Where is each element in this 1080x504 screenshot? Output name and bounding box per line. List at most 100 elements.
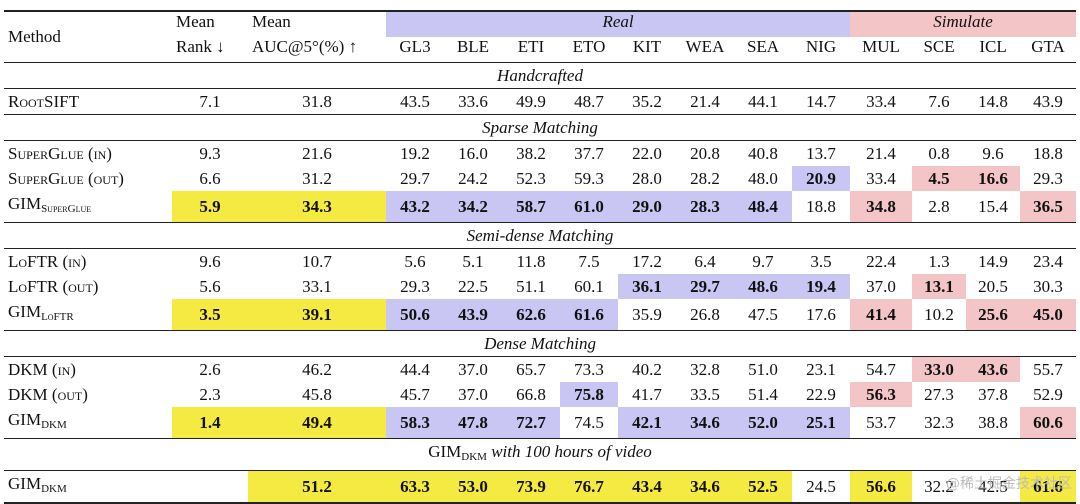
dataset-value-cell: 3.5 <box>792 248 851 274</box>
table-row: DKM (in) 2.6 46.2 44.4 37.0 65.7 73.3 40.2 32.8 5… <box>4 356 1077 382</box>
dataset-value-cell: 16.6 <box>966 166 1021 191</box>
dataset-value-cell: 26.8 <box>690 305 720 324</box>
header-dataset: ETO <box>572 37 606 56</box>
section-title: Dense Matching <box>4 330 1077 357</box>
dataset-value-cell: 5.6 <box>386 248 444 274</box>
dataset-value-cell: 13.1 <box>912 274 967 299</box>
dataset-value-cell: 28.2 <box>690 169 720 188</box>
dataset-value-cell: 22.9 <box>806 385 836 404</box>
dataset-value-cell: 23.4 <box>1020 248 1077 274</box>
header-dataset: WEA <box>685 37 725 56</box>
dataset-value-cell: 32.8 <box>676 356 734 382</box>
dataset-value-cell: 4.5 <box>912 166 967 191</box>
method-name-text: SuperGlue (out) <box>8 169 124 188</box>
dataset-value-cell: 10.2 <box>924 305 954 324</box>
dataset-value-cell: 18.8 <box>806 197 836 216</box>
header-auc-line2: AUC@5°(%) ↑ <box>252 37 358 56</box>
watermark-text: @稀土掘金技术社区 <box>946 476 1072 492</box>
dataset-value-cell: 17.2 <box>618 248 676 274</box>
dataset-value-cell: 52.5 <box>734 470 792 504</box>
method-name: GIMDKM <box>4 407 172 439</box>
dataset-value-cell: 34.6 <box>676 407 734 439</box>
dataset-value-cell: 62.6 <box>502 299 560 331</box>
dataset-value-cell: 20.9 <box>792 166 851 191</box>
dataset-value-cell: 37.0 <box>458 385 488 404</box>
dataset-value-cell: 48.4 <box>734 191 792 223</box>
dataset-value-cell: 29.0 <box>618 191 676 223</box>
dataset-value-cell: 36.5 <box>1020 191 1077 223</box>
dataset-value-cell: 29.3 <box>400 277 430 296</box>
header-simulate-band: Simulate <box>850 10 1077 37</box>
dataset-value-cell: 40.8 <box>734 140 792 166</box>
dataset-value-cell: 48.6 <box>734 274 792 299</box>
mean-auc-cell: 51.2 <box>248 470 386 504</box>
method-name-text: GIM <box>8 302 42 321</box>
method-name-text: DKM (in) <box>8 360 76 379</box>
dataset-value-cell: 51.4 <box>748 385 778 404</box>
method-name-text: LoFTR (out) <box>8 277 99 296</box>
dataset-value-cell: 36.1 <box>618 274 676 299</box>
section-header: Handcrafted <box>4 62 1077 89</box>
dataset-value-cell: 34.2 <box>444 191 502 223</box>
dataset-value-cell: 44.4 <box>386 356 444 382</box>
table-row: DKM (out) 2.3 45.8 45.7 37.0 66.8 75.8 41.7 33.5… <box>4 382 1076 407</box>
mean-auc-cell: 34.3 <box>248 191 386 223</box>
method-name: DKM (in) <box>4 356 172 382</box>
method-name-subscript: SuperGlue <box>41 203 92 215</box>
section-title: Sparse Matching <box>4 114 1077 141</box>
dataset-value-cell: 33.4 <box>866 169 896 188</box>
method-name-text: RootSIFT <box>8 92 79 111</box>
table-body: Handcrafted RootSIFT 7.1 31.8 43.5 33.6 49.9 48… <box>4 62 1077 504</box>
mean-auc-cell: 31.8 <box>248 88 386 115</box>
dataset-value-cell: 76.7 <box>560 470 618 504</box>
dataset-value-cell: 44.1 <box>734 88 792 115</box>
dataset-value-cell: 14.9 <box>966 248 1021 274</box>
table-row: GIMLoFTR 3.5 39.1 50.6 43.9 62.6 61.6 35.9 26.8 4… <box>4 299 1077 331</box>
dataset-value-cell: 43.9 <box>444 299 502 331</box>
dataset-value-cell: 41.4 <box>850 299 913 331</box>
dataset-value-cell: 34.8 <box>850 191 913 223</box>
section-title: Semi-dense Matching <box>4 222 1077 249</box>
dataset-value-cell: 5.1 <box>444 248 502 274</box>
dataset-value-cell: 38.2 <box>502 140 560 166</box>
header-row-top: Method Mean Mean Real Simulate <box>4 10 1077 63</box>
dataset-value-cell: 37.0 <box>866 277 896 296</box>
method-name-text: GIM <box>8 474 42 493</box>
dataset-value-cell: 51.0 <box>734 356 792 382</box>
mean-rank-cell: 7.1 <box>172 88 248 115</box>
mean-auc-cell: 39.1 <box>248 299 386 331</box>
dataset-value-cell: 27.3 <box>924 385 954 404</box>
header-dataset: GL3 <box>399 37 431 56</box>
dataset-value-cell: 56.6 <box>850 470 913 504</box>
section-header: Dense Matching <box>4 330 1077 357</box>
dataset-value-cell: 40.2 <box>618 356 676 382</box>
header-rank-line1: Mean <box>172 10 248 37</box>
mean-auc-cell: 33.1 <box>302 277 332 296</box>
dataset-value-cell: 24.2 <box>458 169 488 188</box>
dataset-value-cell: 49.9 <box>502 88 560 115</box>
dataset-value-cell: 73.3 <box>560 356 618 382</box>
dataset-value-cell: 9.7 <box>734 248 792 274</box>
dataset-value-cell: 52.3 <box>516 169 546 188</box>
table-row: SuperGlue (in) 9.3 21.6 19.2 16.0 38.2 37.7 22.… <box>4 140 1077 166</box>
dataset-value-cell: 59.3 <box>574 169 604 188</box>
mean-auc-cell: 49.4 <box>248 407 386 439</box>
dataset-value-cell: 47.5 <box>748 305 778 324</box>
dataset-value-cell: 32.3 <box>924 413 954 432</box>
results-table: Method Mean Mean Real Simulate Rank ↓ AU… <box>4 10 1077 504</box>
dataset-value-cell: 25.1 <box>792 407 851 439</box>
method-name: RootSIFT <box>4 88 172 115</box>
dataset-value-cell: 7.6 <box>912 88 967 115</box>
dataset-value-cell: 35.2 <box>618 88 676 115</box>
mean-rank-cell: 2.3 <box>199 385 221 404</box>
dataset-value-cell: 21.4 <box>850 140 913 166</box>
dataset-value-cell: 48.0 <box>748 169 778 188</box>
section-header: Sparse Matching <box>4 114 1077 141</box>
dataset-value-cell: 53.7 <box>866 413 896 432</box>
dataset-value-cell: 55.7 <box>1020 356 1077 382</box>
dataset-value-cell: 35.9 <box>632 305 662 324</box>
dataset-value-cell: 58.3 <box>386 407 444 439</box>
dataset-value-cell: 63.3 <box>386 470 444 504</box>
section-title-subscript: DKM <box>461 451 487 463</box>
header-auc-line1: Mean <box>248 10 386 37</box>
